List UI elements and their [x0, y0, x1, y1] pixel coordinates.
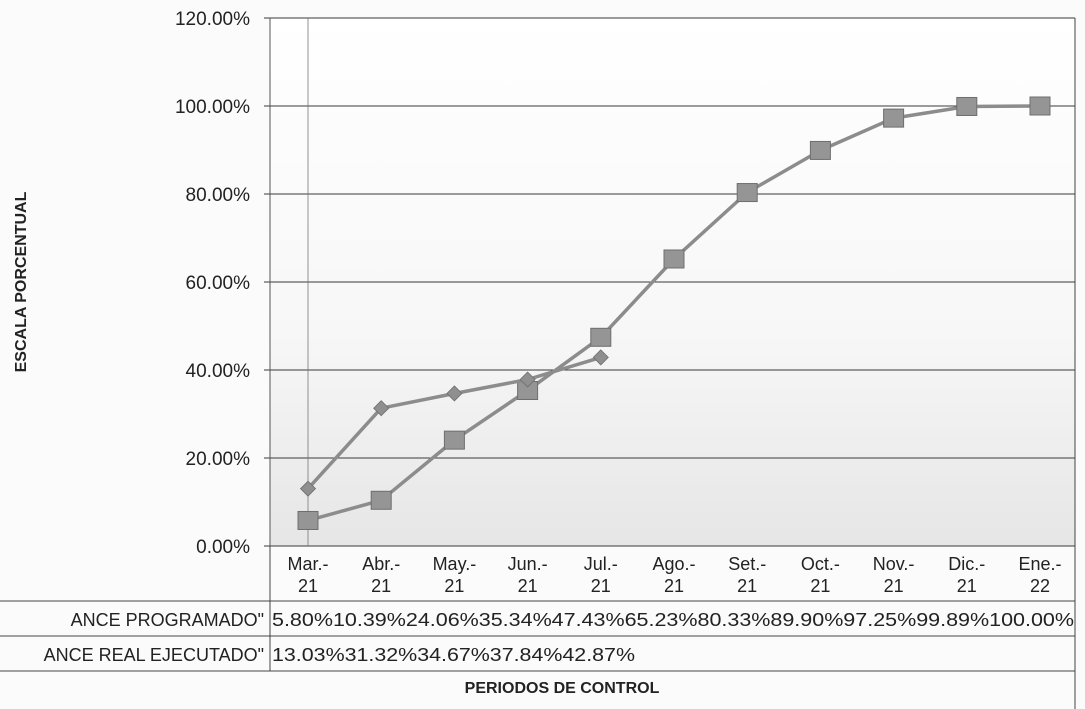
x-tick-label: 21 [371, 576, 391, 596]
series-square [297, 96, 1051, 530]
y-tick-label: 80.00% [186, 185, 251, 206]
x-tick-label: 21 [518, 576, 538, 596]
series-values-cell: 13.03%31.32%34.67%37.84%42.87% [272, 645, 635, 665]
square-marker [1029, 96, 1051, 116]
x-tick-label: Oct.- [801, 554, 840, 574]
x-tick-label: Set.- [728, 554, 766, 574]
x-tick-label: 21 [957, 576, 977, 596]
series-values-cell: 5.80%10.39%24.06%35.34%47.43%65.23%80.33… [272, 610, 1074, 630]
x-tick-label: 21 [591, 576, 611, 596]
x-tick-label: Mar.- [287, 554, 328, 574]
diamond-marker [373, 400, 390, 417]
diamond-marker [446, 385, 463, 402]
x-tick-label: Dic.- [948, 554, 985, 574]
y-tick-label: 120.00% [175, 9, 250, 30]
x-tick-label: 21 [884, 576, 904, 596]
x-tick-label: 21 [737, 576, 757, 596]
x-tick-label: Ene.- [1018, 554, 1061, 574]
y-tick-label: 20.00% [186, 449, 251, 470]
series-name-cell: ANCE PROGRAMADO" [71, 610, 264, 630]
square-marker [956, 96, 978, 116]
x-tick-label: Jul.- [584, 554, 618, 574]
x-tick-label: Ago.- [652, 554, 695, 574]
x-tick-label: 21 [664, 576, 684, 596]
y-tick-label: 0.00% [196, 537, 250, 558]
x-axis-title: PERIODOS DE CONTROL [465, 680, 660, 697]
x-tick-label: 21 [444, 576, 464, 596]
x-tick-label: 21 [298, 576, 318, 596]
diamond-marker [519, 371, 536, 388]
y-axis-title: ESCALA PORCENTUAL [13, 191, 30, 372]
square-marker [883, 108, 905, 128]
y-axis-ticks: 0.00% 20.00% 40.00% 60.00% 80.00% 100.00% 120.… [175, 9, 270, 558]
y-tick-label: 40.00% [186, 361, 251, 382]
x-tick-label: Nov.- [873, 554, 915, 574]
x-tick-label: Abr.- [362, 554, 400, 574]
y-tick-label: 100.00% [175, 97, 250, 118]
square-marker [809, 140, 831, 160]
series-group [297, 96, 1051, 530]
square-marker [297, 510, 319, 530]
square-marker [663, 249, 685, 269]
square-marker [443, 430, 465, 450]
y-tick-label: 60.00% [186, 273, 251, 294]
x-tick-label: Jun.- [508, 554, 548, 574]
x-tick-label: 22 [1030, 576, 1050, 596]
square-marker [370, 490, 392, 510]
diamond-marker [592, 349, 609, 366]
x-tick-label: May.- [433, 554, 477, 574]
grid-lines [270, 17, 1075, 547]
x-tick-label: 21 [810, 576, 830, 596]
data-table: Mar.-21Abr.-21May.-21Jun.-21Jul.-21Ago.-… [0, 18, 1076, 709]
square-marker [590, 327, 612, 347]
diamond-marker [299, 480, 317, 497]
series-diamond [299, 349, 609, 497]
series-name-cell: ANCE REAL EJECUTADO" [44, 645, 264, 665]
square-marker [736, 183, 758, 203]
